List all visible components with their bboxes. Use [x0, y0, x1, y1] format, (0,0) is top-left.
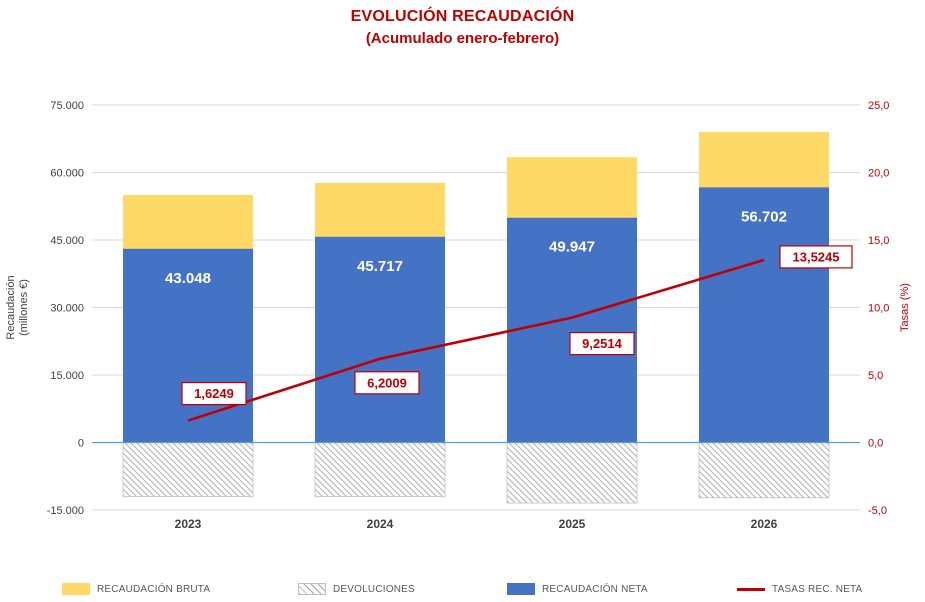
- legend-item-3: RECAUDACIÓN NETA: [507, 581, 648, 597]
- line-label-box: [569, 332, 635, 356]
- legend-label: DEVOLUCIONES: [333, 583, 415, 595]
- right-axis-tick: 15,0: [868, 235, 889, 247]
- right-axis-tick: 25,0: [868, 100, 889, 112]
- left-axis-tick: 0: [78, 438, 84, 450]
- line-labels: 1,6249 6,2009 9,2514 13,5245: [181, 245, 853, 406]
- bar-recaudacion-neta-2023: [123, 248, 253, 443]
- net-bar-label: 45.717: [357, 258, 403, 275]
- line-tasas-rec-neta: [187, 258, 765, 422]
- net-bar-label: 43.048: [165, 270, 211, 287]
- net-bar-label: 56.702: [741, 208, 787, 225]
- chart-title-line2: (Acumulado enero-febrero): [365, 30, 560, 47]
- chart-title: EVOLUCIÓN RECAUDACIÓN (Acumulado enero-f…: [0, 8, 925, 47]
- category-label-2025: 2025: [559, 517, 586, 531]
- line-label: 9,2514: [582, 336, 623, 351]
- right-axis-title: Tasas (%): [899, 283, 911, 332]
- bar-devoluciones-2023: [122, 442, 254, 497]
- red-line-swatch-icon: [737, 587, 765, 591]
- line-label: 1,6249: [194, 386, 234, 401]
- legend-label: RECAUDACIÓN NETA: [542, 583, 648, 595]
- legend-item-2: DEVOLUCIONES: [298, 581, 415, 597]
- legend-item-4: TASAS REC. NETA: [737, 581, 862, 597]
- category-label-2023: 2023: [175, 517, 202, 531]
- bar-devoluciones-2026: [698, 442, 830, 499]
- line-label-box: [354, 371, 420, 395]
- left-axis-title: Recaudación(millones €): [5, 275, 30, 339]
- right-axis-tick: 20,0: [868, 168, 889, 180]
- right-axis-tick-labels: 25,0 20,0 15,0 10,0 5,0 0,0 -5,0: [868, 100, 889, 517]
- legend-label: TASAS REC. NETA: [772, 583, 863, 595]
- right-axis-tick: 5,0: [868, 370, 883, 382]
- yellow-rect-swatch-icon: [62, 583, 90, 595]
- right-axis-tick: -5,0: [868, 505, 887, 517]
- net-bar-label: 49.947: [549, 239, 595, 256]
- left-axis-tick: 75.000: [50, 100, 84, 112]
- line-label-box: [779, 245, 853, 269]
- bars: [122, 132, 830, 504]
- hatch-rect-swatch-icon: [298, 583, 326, 595]
- bar-recaudacion-neta-2024: [315, 236, 445, 443]
- bar-devoluciones-2024: [314, 442, 446, 497]
- category-axis-labels: 2023 2024 2025 2026: [175, 517, 778, 531]
- chart-title-line1: EVOLUCIÓN RECAUDACIÓN: [350, 8, 575, 25]
- right-axis-tick: 10,0: [868, 303, 889, 315]
- left-axis-tick: 15.000: [50, 370, 84, 382]
- line-label: 13,5245: [793, 249, 840, 264]
- legend-label: RECAUDACIÓN BRUTA: [97, 583, 211, 595]
- blue-rect-swatch-icon: [507, 583, 535, 595]
- category-label-2026: 2026: [751, 517, 778, 531]
- bar-recaudacion-neta-2026: [699, 187, 829, 443]
- left-axis-tick: 45.000: [50, 235, 84, 247]
- left-axis-tick: 30.000: [50, 303, 84, 315]
- bar-recaudacion-neta-2025: [507, 217, 637, 443]
- left-axis-tick: 60.000: [50, 168, 84, 180]
- line-label: 6,2009: [367, 375, 407, 390]
- legend-item-1: RECAUDACIÓN BRUTA: [62, 581, 210, 597]
- left-axis-tick-labels: 75.000 60.000 45.000 30.000 15.000 0 -15.000: [47, 100, 84, 517]
- line-label-box: [181, 381, 247, 406]
- bar-devoluciones-2025: [506, 442, 638, 504]
- left-axis-tick: -15.000: [47, 505, 84, 517]
- net-bar-labels: 43.048 45.717 49.947 56.702: [165, 208, 787, 286]
- right-axis-tick: 0,0: [868, 438, 883, 450]
- category-label-2024: 2024: [367, 517, 394, 531]
